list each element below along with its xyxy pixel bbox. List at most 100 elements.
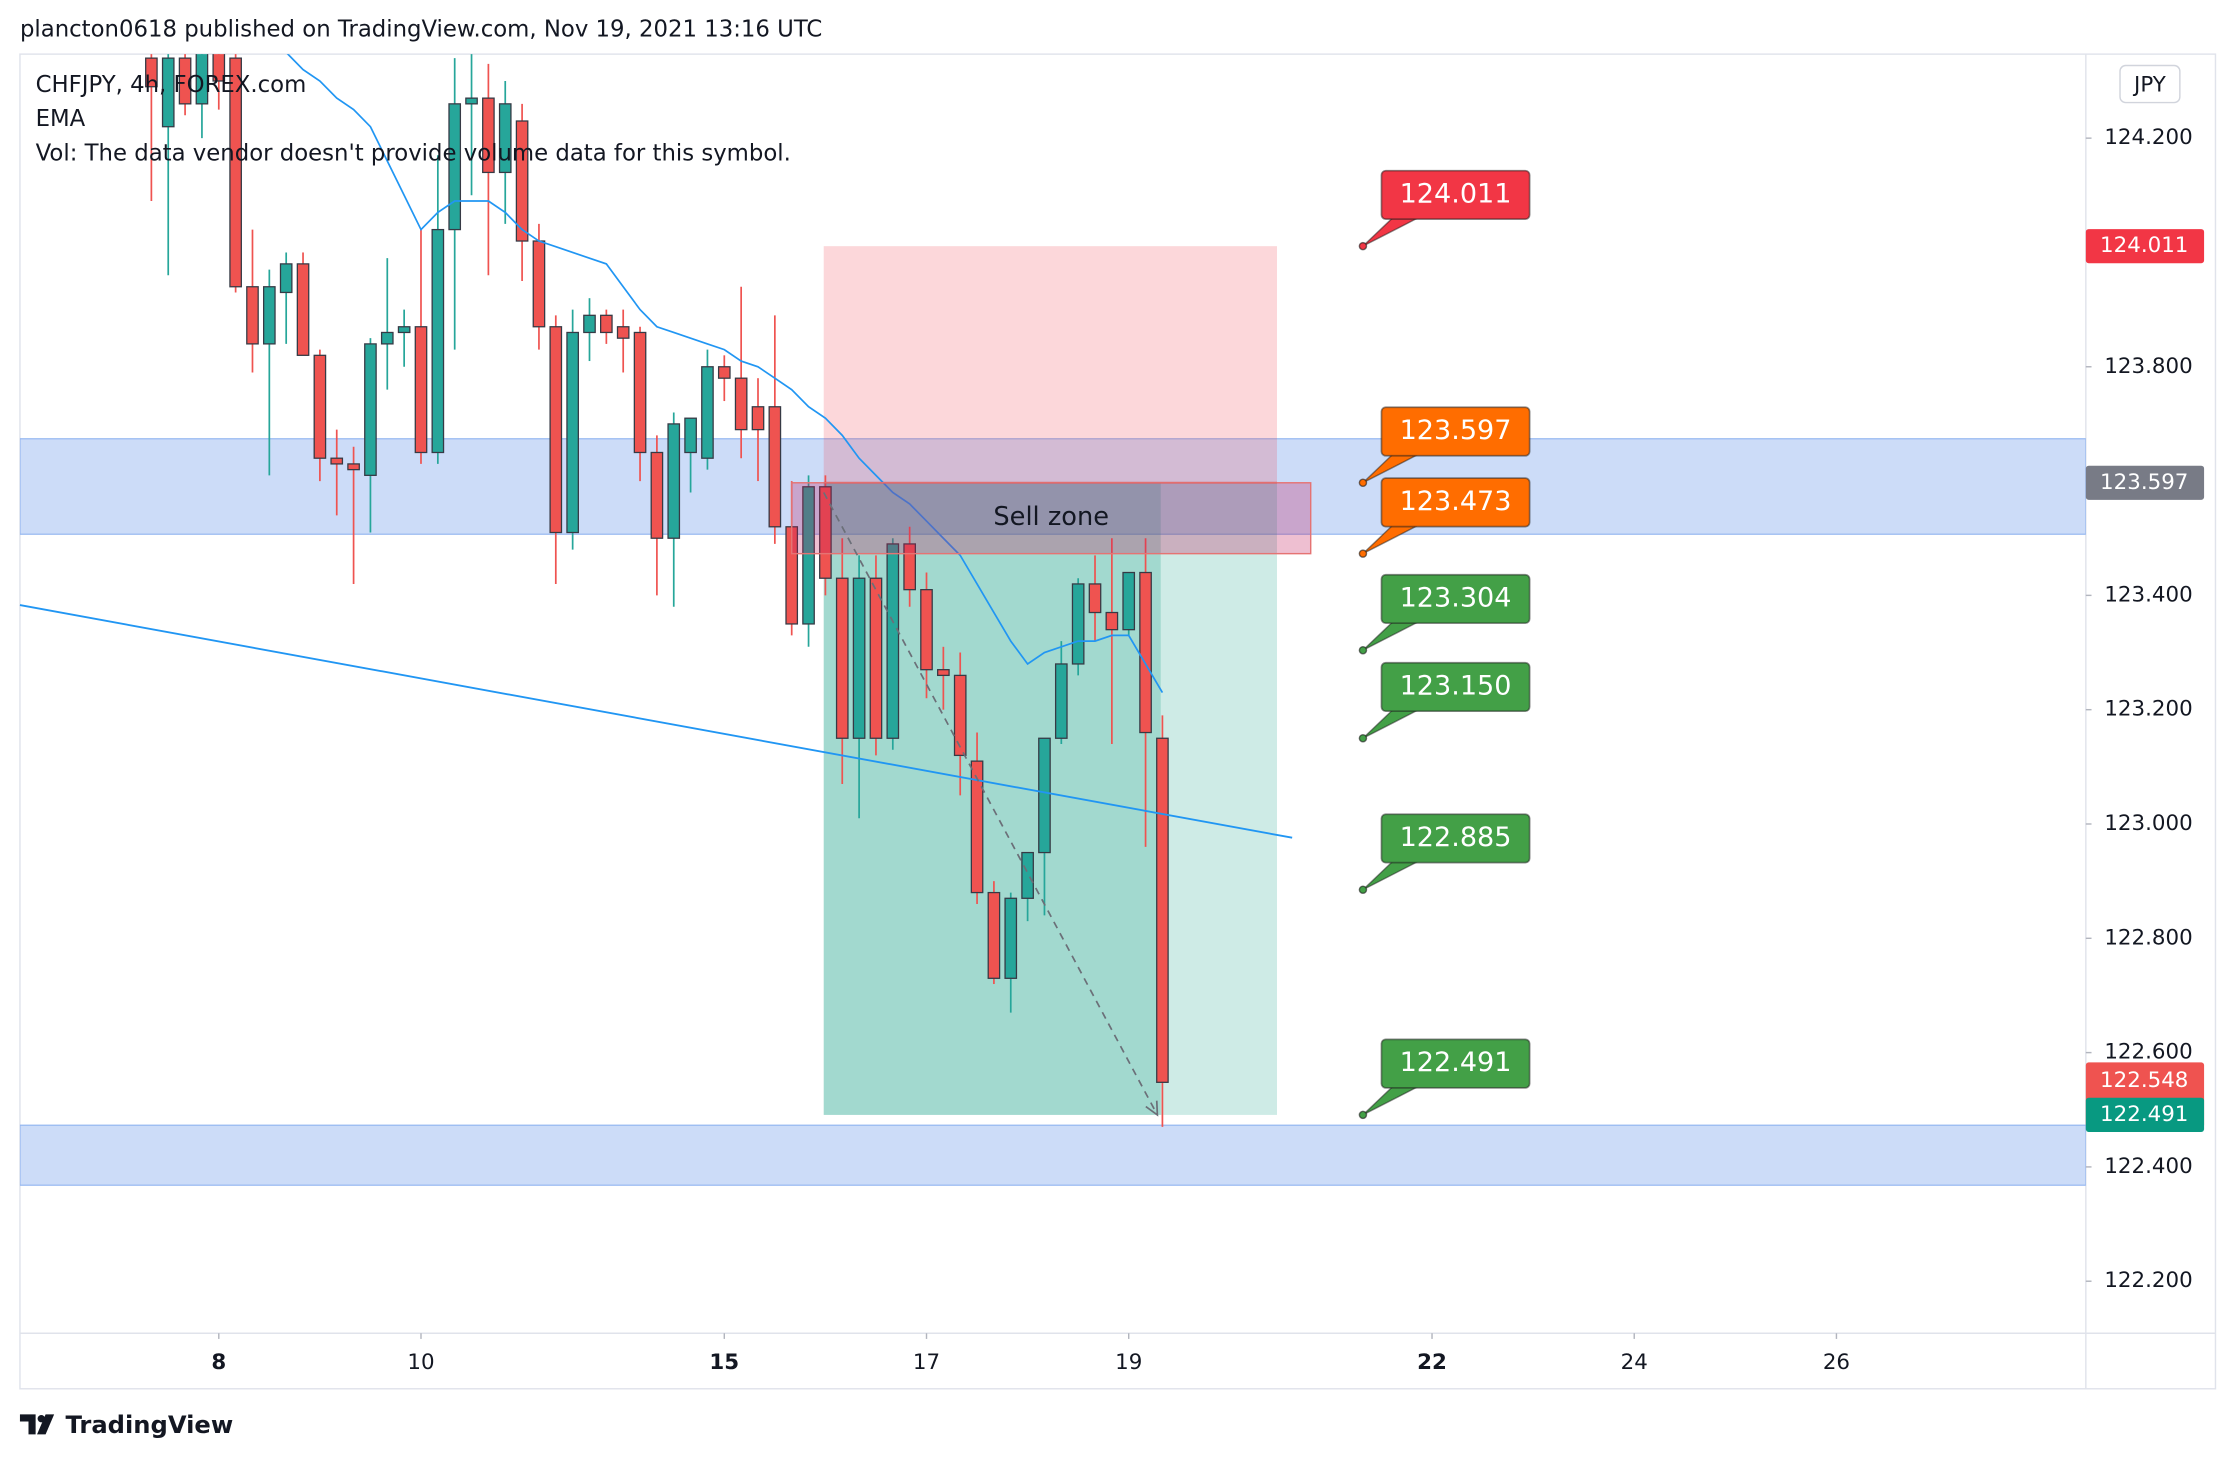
callout-anchor	[1358, 478, 1368, 488]
candle-body	[296, 263, 310, 356]
candle-body	[819, 486, 832, 579]
candle-body	[1088, 583, 1102, 614]
candle-body	[1021, 851, 1034, 899]
publisher-line: plancton0618 published on TradingView.co…	[20, 16, 822, 42]
callout-box	[1380, 1038, 1531, 1089]
candle-body	[717, 366, 731, 379]
candle-body	[650, 451, 664, 539]
callout-anchor	[1358, 1110, 1368, 1120]
y-tick-label: 123.800	[2104, 354, 2192, 379]
y-tick-label: 122.400	[2104, 1154, 2192, 1179]
candle-body	[347, 463, 360, 471]
candle-body	[145, 57, 158, 88]
y-tick-label: 123.200	[2104, 697, 2192, 722]
candle-body	[330, 457, 344, 465]
candle-body	[1105, 611, 1119, 631]
y-tick-label: 123.000	[2104, 811, 2192, 836]
plot	[19, 54, 2086, 1186]
candle-body	[465, 97, 478, 105]
ema-line	[286, 54, 1164, 693]
candle-body	[953, 674, 967, 757]
candle-body	[549, 326, 563, 534]
candle-body	[802, 486, 815, 625]
candle-body	[566, 331, 579, 534]
callout-box	[1380, 169, 1531, 220]
price-tag-label: 122.491	[2100, 1102, 2188, 1127]
candle-body	[414, 326, 428, 454]
candle-body	[852, 577, 866, 739]
candle-body	[970, 760, 984, 894]
candle-body	[364, 343, 377, 476]
x-tick-label: 10	[407, 1350, 434, 1375]
trendline	[19, 604, 1293, 839]
x-tick-label: 26	[1823, 1350, 1850, 1375]
candle-body	[482, 97, 495, 174]
x-tick-label: 17	[913, 1350, 940, 1375]
volume-note: Vol: The data vendor doesn't provide vol…	[36, 140, 791, 166]
callout-box	[1380, 813, 1531, 864]
callout-label: 122.491	[1400, 1047, 1512, 1078]
price-tag-label: 122.548	[2100, 1068, 2188, 1093]
price-tag-label: 123.597	[2100, 470, 2188, 495]
y-tick-label: 123.400	[2104, 582, 2192, 607]
candle-body	[869, 577, 883, 739]
candle-body	[701, 366, 714, 459]
arrow-head	[1145, 1100, 1159, 1117]
candle-body	[313, 354, 327, 459]
candle-body	[1071, 583, 1085, 665]
x-tick-label: 24	[1621, 1350, 1648, 1375]
candle-body	[515, 120, 529, 242]
candle-body	[279, 263, 293, 294]
callout-label: 124.011	[1400, 178, 1512, 209]
candle-body	[1038, 737, 1051, 854]
candle-body	[448, 103, 462, 231]
callout-label: 123.304	[1400, 582, 1512, 613]
candle-body	[498, 103, 512, 174]
candle-body	[1054, 663, 1068, 739]
candle-body	[633, 331, 647, 454]
currency[interactable]: JPY	[2132, 72, 2167, 97]
candle-body	[262, 286, 276, 345]
stop-area	[823, 246, 1277, 483]
price-tag	[2085, 1097, 2205, 1132]
callout-anchor	[1358, 733, 1368, 743]
candle-body	[212, 54, 226, 82]
callout-anchor	[1358, 645, 1368, 655]
candle-body	[987, 891, 1001, 979]
candle-body	[1156, 737, 1169, 1083]
candle-body	[903, 543, 916, 591]
sell-zone-label: Sell zone	[993, 502, 1109, 532]
callout-label: 123.597	[1400, 415, 1512, 446]
candle-body	[684, 417, 697, 454]
candle-body	[431, 228, 445, 454]
sell-zone	[790, 482, 1312, 555]
candle-body	[835, 577, 849, 739]
ema-legend: EMA	[36, 106, 86, 132]
callout-label: 123.150	[1400, 670, 1512, 701]
y-tick-label: 122.800	[2104, 925, 2192, 950]
price-tag	[2085, 465, 2205, 500]
currency-button[interactable]	[2119, 64, 2181, 104]
candle-body	[178, 57, 192, 105]
candle-body	[751, 406, 765, 431]
y-tick-label: 122.200	[2104, 1268, 2192, 1293]
candle-body	[532, 240, 546, 328]
callout-box	[1380, 406, 1531, 457]
callout-anchor	[1358, 885, 1368, 894]
candle-body	[195, 54, 209, 105]
x-tick-label: 8	[211, 1350, 226, 1375]
brand-logo	[19, 1414, 55, 1435]
x-tick-label: 15	[709, 1350, 739, 1375]
candle-body	[616, 326, 630, 339]
candle-body	[1004, 897, 1018, 979]
candle-body	[229, 57, 242, 288]
candle-body	[380, 331, 394, 345]
callout-anchor	[1358, 549, 1368, 558]
callout-anchor	[1358, 241, 1368, 251]
callout-label: 122.885	[1400, 822, 1512, 853]
candle-body	[161, 57, 175, 128]
projection-arrow	[822, 492, 1159, 1116]
candle-body	[937, 669, 950, 677]
candle-body	[1139, 571, 1152, 734]
